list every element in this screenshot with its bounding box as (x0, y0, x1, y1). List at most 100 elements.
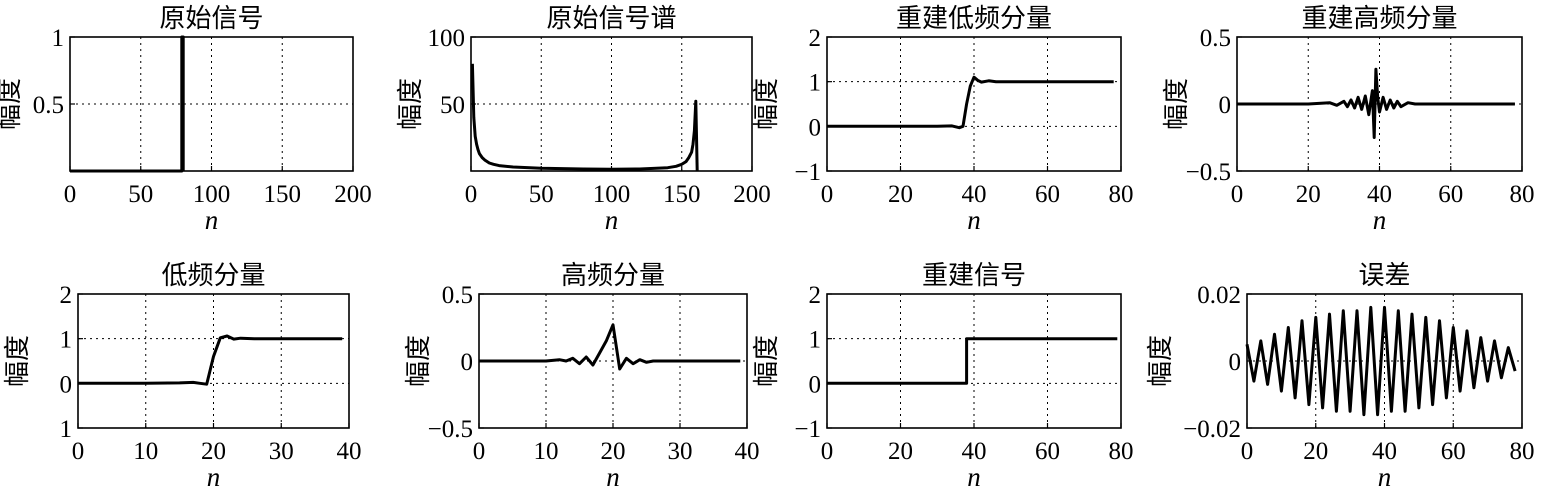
series-line-1 (78, 334, 343, 386)
x-tick-label: 200 (334, 181, 372, 208)
chart-title: 误差 (1358, 261, 1410, 291)
y-tick-label: 0.5 (442, 282, 473, 309)
x-tick-label: 0 (821, 181, 834, 208)
chart-title: 原始信号谱 (546, 4, 676, 34)
y-tick-label: 2 (809, 25, 822, 52)
x-tick-label: 20 (601, 438, 626, 465)
y-axis-label: 幅度 (396, 78, 426, 130)
x-tick-label: 150 (663, 181, 701, 208)
series-line-1 (1237, 67, 1515, 139)
chart-title: 重建低频分量 (896, 4, 1052, 34)
chart-title: 高频分量 (561, 261, 665, 291)
x-tick-label: 40 (337, 438, 362, 465)
x-axis-label: n (967, 205, 981, 235)
x-tick-label: 0 (821, 438, 834, 465)
x-tick-label: 40 (962, 181, 987, 208)
x-tick-label: 0 (1231, 181, 1244, 208)
x-tick-label: 80 (1109, 181, 1134, 208)
y-tick-label: 2 (60, 282, 73, 309)
y-tick-label: 0 (809, 371, 822, 398)
y-axis-label: 幅度 (3, 335, 33, 387)
y-tick-label: 100 (428, 25, 466, 52)
y-tick-label: 2 (809, 282, 822, 309)
x-axis-label: n (207, 462, 221, 491)
x-tick-label: 40 (962, 438, 987, 465)
x-tick-label: 0 (72, 438, 85, 465)
y-axis-label: 幅度 (404, 335, 434, 387)
y-tick-label: 1 (809, 70, 822, 97)
y-tick-label: 50 (440, 92, 465, 119)
x-tick-label: 30 (668, 438, 693, 465)
y-tick-label: 0 (809, 114, 822, 141)
x-tick-label: 20 (1296, 181, 1321, 208)
x-tick-label: 100 (193, 181, 231, 208)
y-tick-label: 1 (60, 327, 73, 354)
series-line-1 (470, 63, 699, 172)
x-tick-label: 80 (1109, 438, 1134, 465)
x-axis-label: n (1373, 205, 1387, 235)
x-tick-label: 80 (1510, 438, 1535, 465)
y-axis-label: 幅度 (0, 78, 25, 130)
y-tick-label: 0 (1219, 92, 1232, 119)
series-line-1 (827, 337, 1118, 385)
x-tick-label: 0 (473, 438, 486, 465)
y-tick-label: 0 (461, 349, 474, 376)
plot-frame (69, 36, 354, 172)
y-tick-label: 0.5 (33, 92, 64, 119)
x-tick-label: 10 (133, 438, 158, 465)
series-line-1 (1245, 305, 1517, 417)
x-tick-label: 0 (64, 181, 77, 208)
chart-title: 重建信号 (922, 261, 1026, 291)
y-tick-label: 0.5 (1200, 25, 1231, 52)
x-tick-label: 100 (593, 181, 631, 208)
x-tick-label: 60 (1035, 438, 1060, 465)
series-line-1 (827, 75, 1114, 130)
y-tick-label: −0.5 (1186, 159, 1231, 186)
y-tick-label: 1 (809, 327, 822, 354)
x-tick-label: 200 (733, 181, 771, 208)
x-tick-label: 0 (1241, 438, 1254, 465)
x-tick-label: 80 (1510, 181, 1535, 208)
y-tick-label: −0.5 (428, 416, 473, 443)
x-tick-label: 50 (529, 181, 554, 208)
x-tick-label: 20 (201, 438, 226, 465)
x-axis-label: n (1378, 462, 1392, 491)
chart-title: 原始信号 (159, 4, 263, 34)
y-tick-label: −1 (794, 416, 821, 443)
chart-title: 重建高频分量 (1301, 4, 1457, 34)
x-axis-label: n (205, 205, 219, 235)
y-axis-label: 幅度 (1146, 335, 1176, 387)
plot-frame (470, 36, 753, 172)
plot-frame (1236, 36, 1523, 172)
x-tick-label: 60 (1438, 181, 1463, 208)
chart-title: 低频分量 (161, 261, 265, 291)
x-tick-label: 60 (1035, 181, 1060, 208)
plot-frame (1246, 293, 1523, 429)
x-tick-label: 40 (1367, 181, 1392, 208)
x-tick-label: 40 (735, 438, 760, 465)
x-tick-label: 60 (1441, 438, 1466, 465)
y-tick-label: 0 (1229, 349, 1242, 376)
y-axis-label: 幅度 (752, 335, 782, 387)
y-axis-label: 幅度 (752, 78, 782, 130)
plot-frame (826, 36, 1122, 172)
x-tick-label: 30 (269, 438, 294, 465)
y-tick-label: −0.02 (1183, 416, 1241, 443)
y-tick-label: 0 (60, 371, 73, 398)
x-axis-label: n (967, 462, 981, 491)
y-tick-label: 1 (52, 25, 65, 52)
x-axis-label: n (606, 462, 620, 491)
plot-frame (826, 293, 1122, 429)
y-tick-label: 0.02 (1197, 282, 1241, 309)
plot-frame (478, 293, 748, 429)
x-tick-label: 150 (264, 181, 302, 208)
x-tick-label: 20 (1303, 438, 1328, 465)
